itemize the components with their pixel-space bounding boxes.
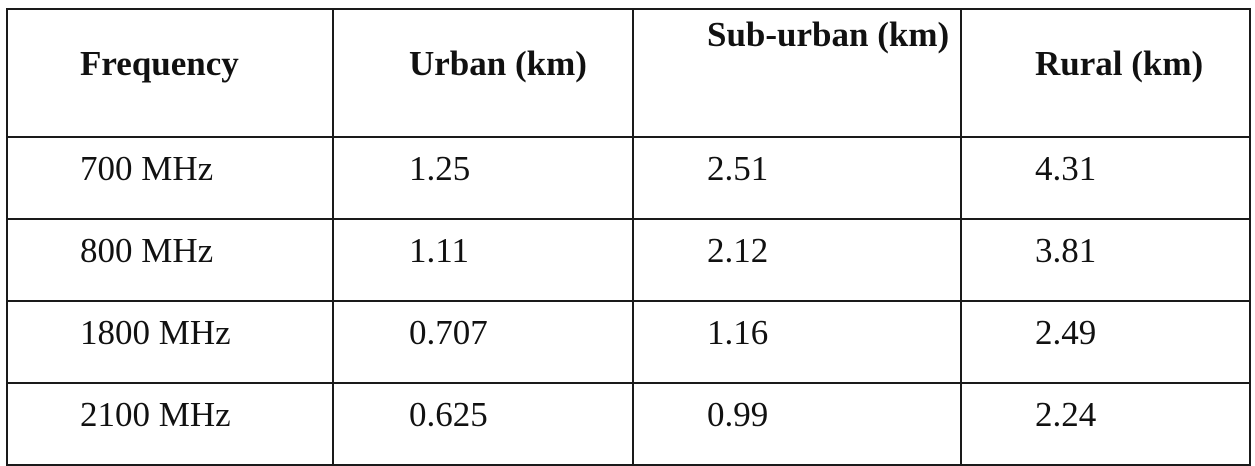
table-row: 800 MHz 1.11 2.12 3.81	[6, 218, 1251, 302]
header-cell-rural: Rural (km)	[960, 8, 1251, 138]
table-row: 1800 MHz 0.707 1.16 2.49	[6, 300, 1251, 384]
cell-value: 3.81	[1035, 231, 1097, 270]
table-row: 2100 MHz 0.625 0.99 2.24	[6, 382, 1251, 466]
cell-value: 0.99	[707, 395, 769, 434]
cell-value: 0.625	[409, 395, 488, 434]
cell-suburban: 1.16	[632, 300, 962, 384]
cell-value: 2.49	[1035, 313, 1097, 352]
cell-suburban: 2.51	[632, 136, 962, 220]
cell-frequency: 1800 MHz	[6, 300, 334, 384]
cell-suburban: 2.12	[632, 218, 962, 302]
cell-urban: 1.25	[332, 136, 634, 220]
cell-frequency: 2100 MHz	[6, 382, 334, 466]
cell-rural: 2.24	[960, 382, 1251, 466]
cell-value: 4.31	[1035, 149, 1097, 188]
cell-value: 2100 MHz	[80, 395, 231, 434]
header-label: Sub-urban (km)	[707, 15, 950, 54]
cell-value: 700 MHz	[80, 149, 214, 188]
cell-urban: 0.625	[332, 382, 634, 466]
header-cell-frequency: Frequency	[6, 8, 334, 138]
cell-rural: 3.81	[960, 218, 1251, 302]
cell-value: 1800 MHz	[80, 313, 231, 352]
header-cell-suburban: Sub-urban (km)	[632, 8, 962, 138]
coverage-radius-table: Frequency Urban (km) Sub-urban (km) Rura…	[6, 8, 1251, 466]
table-row: 700 MHz 1.25 2.51 4.31	[6, 136, 1251, 220]
cell-frequency: 800 MHz	[6, 218, 334, 302]
cell-value: 1.11	[409, 231, 469, 270]
table-header-row: Frequency Urban (km) Sub-urban (km) Rura…	[6, 8, 1251, 138]
cell-value: 1.16	[707, 313, 769, 352]
cell-suburban: 0.99	[632, 382, 962, 466]
cell-value: 0.707	[409, 313, 488, 352]
cell-frequency: 700 MHz	[6, 136, 334, 220]
cell-value: 1.25	[409, 149, 471, 188]
cell-rural: 4.31	[960, 136, 1251, 220]
header-cell-urban: Urban (km)	[332, 8, 634, 138]
cell-value: 2.51	[707, 149, 769, 188]
cell-urban: 0.707	[332, 300, 634, 384]
cell-urban: 1.11	[332, 218, 634, 302]
header-label: Rural (km)	[1035, 44, 1204, 83]
cell-value: 2.24	[1035, 395, 1097, 434]
cell-value: 800 MHz	[80, 231, 214, 270]
header-label: Urban (km)	[409, 44, 587, 83]
header-label: Frequency	[80, 44, 239, 83]
cell-rural: 2.49	[960, 300, 1251, 384]
cell-value: 2.12	[707, 231, 769, 270]
